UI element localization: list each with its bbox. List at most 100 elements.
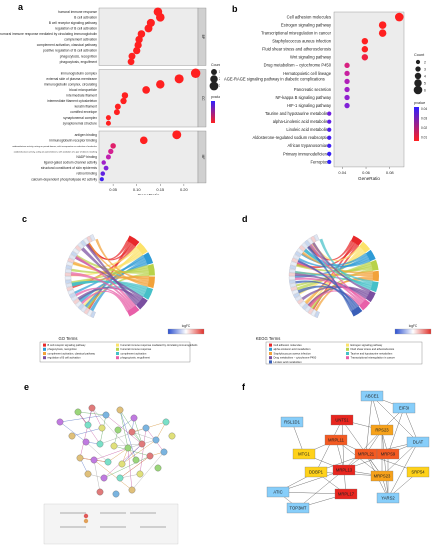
kegg-chord-gene-arc xyxy=(288,276,296,280)
panel-b: b Cell adhesion molecules Estrogen signal… xyxy=(224,0,447,195)
chord-legend-label: alpha-Linolenic acid metabolism xyxy=(274,347,311,351)
go-chord-ribbon xyxy=(75,255,136,308)
go-chord-gene-arc xyxy=(72,247,80,255)
network-node xyxy=(168,432,176,440)
facet-label: MF xyxy=(201,155,205,160)
x-tick-label: 0.05 xyxy=(109,187,118,192)
panel-f: f ABCE1 EIF3I RSL1D1 UNT51 MRPL11 RPS23 DLAT MT… xyxy=(226,370,447,550)
go-chord-gene-arc xyxy=(74,245,82,252)
term-label: phagocytosis, engulfment xyxy=(60,60,97,64)
go-chord-term-arc xyxy=(136,297,148,310)
term-label: humoral immune response mediated by circ… xyxy=(0,32,97,36)
panel-letter-a: a xyxy=(18,2,24,12)
term-label: keratin filament xyxy=(75,105,97,109)
legend-size-label: 30 xyxy=(219,84,220,88)
panel-c: c GO Terms logFC B cell receptor signaling… xyxy=(0,200,220,365)
facet-label: CC xyxy=(201,96,205,101)
go-chord-gene-arc xyxy=(72,298,80,305)
gene-node-label: DDBP1 xyxy=(309,470,324,475)
network-legend-box xyxy=(43,503,179,545)
data-point xyxy=(327,127,332,132)
data-point xyxy=(361,54,369,61)
kegg-chord-term-arc xyxy=(359,299,371,311)
data-point xyxy=(190,68,201,78)
kegg-chord-ribbon xyxy=(306,245,353,312)
kegg-chord-ribbon xyxy=(294,277,366,302)
gene-node xyxy=(286,502,310,514)
gene-node-label: TOP3MT xyxy=(290,506,307,511)
chord-legend-label: Taurine and hypotaurine metabolism xyxy=(351,351,393,355)
legend-color-tick: 0.02 xyxy=(421,126,427,130)
network-legend-entry xyxy=(100,526,126,528)
kegg-chord-gene-arc xyxy=(310,309,317,317)
network-legend-swatch xyxy=(83,518,89,524)
kegg-chord-gene-arc xyxy=(289,282,297,288)
go-chord-gene-arc xyxy=(77,242,85,250)
network-edge xyxy=(297,469,345,509)
network-node xyxy=(142,424,150,432)
legend-size-dot xyxy=(413,85,423,95)
panel-e: e xyxy=(0,370,220,550)
legend-color-tick: 0.04 xyxy=(421,107,427,111)
network-legend-entry xyxy=(140,526,166,528)
x-tick-label: 0.10 xyxy=(133,187,142,192)
data-point xyxy=(114,103,121,110)
kegg-chord-gene-arc xyxy=(291,257,299,264)
chord-legend-swatch xyxy=(43,352,46,355)
data-point xyxy=(127,58,135,66)
go-chord-gene-arc xyxy=(64,272,72,277)
gene-node-label: ATIC xyxy=(273,490,282,495)
facet-strip-BP xyxy=(197,7,207,66)
network-edge xyxy=(103,455,151,479)
network-node xyxy=(68,432,76,440)
network-node xyxy=(98,424,106,432)
network-node xyxy=(96,440,104,448)
go-chord-gene-arc xyxy=(83,307,90,315)
gene-node-label: RSL1D1 xyxy=(284,420,300,425)
gene-node-label: MRPL11 xyxy=(328,438,345,443)
go-chord-term-arc xyxy=(147,276,155,289)
gene-node xyxy=(376,448,400,460)
term-label: synaptonemal complex xyxy=(63,116,97,120)
network-edge xyxy=(59,421,87,443)
term-label: oxidoreductase activity, acting on paire… xyxy=(12,145,97,148)
go-chord-gene-arc xyxy=(83,237,90,245)
x-tick-label: 0.08 xyxy=(386,170,395,175)
data-point xyxy=(327,143,332,148)
term-label: B cell receptor signaling pathway xyxy=(49,21,98,25)
term-label: Aldosterone-regulated sodium reabsorptio… xyxy=(252,135,331,140)
term-label: Fluid shear stress and atherosclerosis xyxy=(262,47,331,52)
legend-color-bar xyxy=(414,107,419,141)
legend-pvalue-title: pvalue xyxy=(414,101,425,105)
kegg-chord-gene-arc xyxy=(301,303,309,311)
kegg-chord-term-arc xyxy=(350,235,363,246)
go-chord-gene-arc xyxy=(80,239,87,247)
data-point xyxy=(344,62,350,68)
network-node xyxy=(90,456,98,464)
panel-letter-d: d xyxy=(242,214,248,224)
legend-size-label: 2 xyxy=(424,60,426,64)
term-label: B cell activation xyxy=(74,15,97,19)
go-chord-ribbon xyxy=(85,243,138,306)
gene-node-label: SRP54 xyxy=(411,470,425,475)
kegg-chord-ribbon xyxy=(297,259,358,310)
network-edge xyxy=(79,407,93,459)
gene-node-label: MTG1 xyxy=(298,452,310,457)
term-label: external side of plasma membrane xyxy=(46,77,97,81)
data-point xyxy=(144,24,153,33)
term-label: ligand-gated sodium channel activity xyxy=(44,161,97,165)
data-point xyxy=(105,154,111,160)
chord-legend-label: Fluid shear stress and atherosclerosis xyxy=(351,347,395,351)
kegg-chord-gene-arc xyxy=(307,307,314,315)
network-edge xyxy=(119,409,143,445)
legend-color-tick: 0.03 xyxy=(421,117,427,121)
network-node xyxy=(112,490,120,498)
network-node xyxy=(128,428,136,436)
gene-node xyxy=(266,486,290,498)
network-legend-entry xyxy=(130,512,156,514)
go-chord-ribbon xyxy=(75,287,132,311)
network-node xyxy=(162,418,170,426)
go-chord-gene-arc xyxy=(67,257,75,264)
chord-legend-label: Drug metabolism – cytochrome P450 xyxy=(274,356,317,360)
network-node xyxy=(100,474,108,482)
